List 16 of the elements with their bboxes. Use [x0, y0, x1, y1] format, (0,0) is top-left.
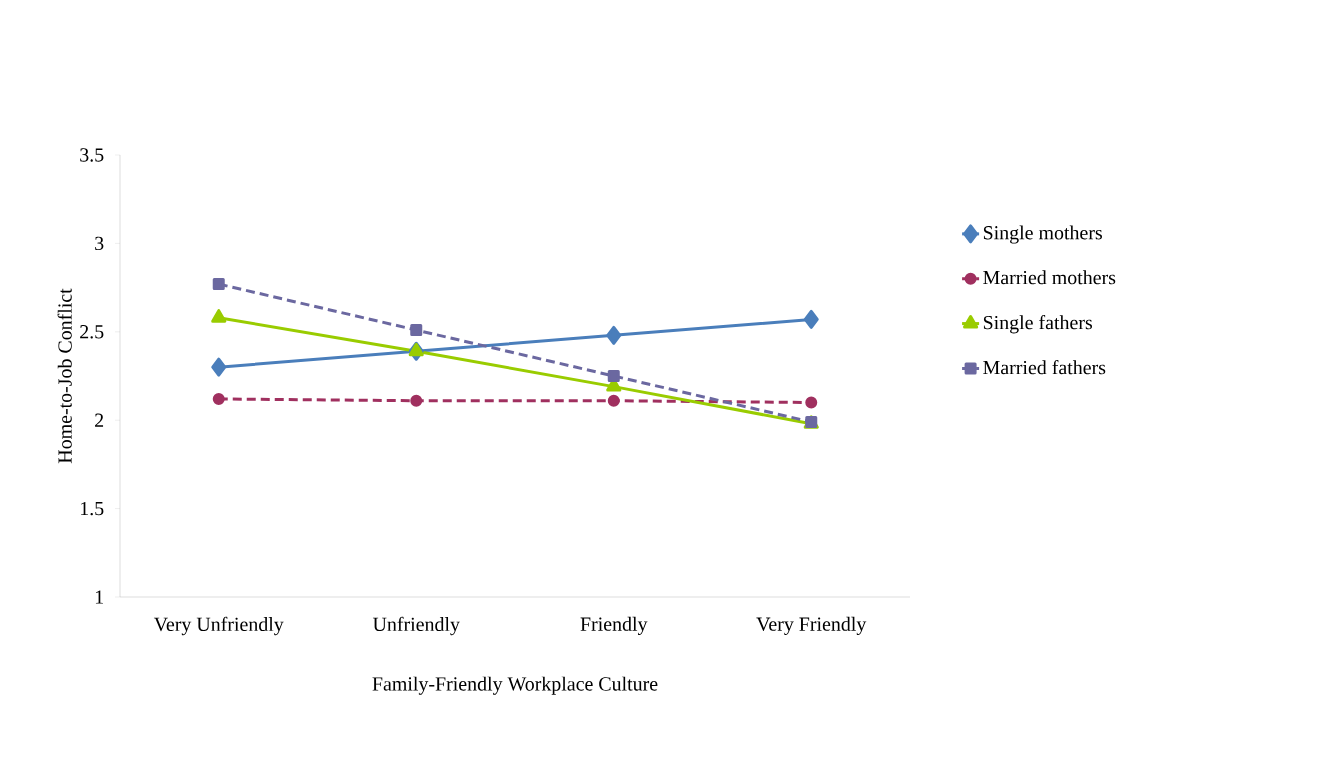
y-tick-label: 1.5 [81, 501, 104, 516]
legend-label: Married mothers [983, 270, 1116, 285]
legend-label: Married fathers [983, 360, 1106, 375]
legend-label: Single mothers [983, 225, 1102, 244]
x-axis-title: Family-Friendly Workplace Culture [372, 676, 658, 695]
y-tick-label: 3.5 [80, 148, 104, 162]
y-tick-label: 1 [95, 590, 103, 604]
y-tick-label: 3 [95, 236, 104, 251]
y-tick-label: 2.5 [80, 325, 104, 339]
x-tick-label: Very Unfriendly [153, 616, 284, 636]
x-tick-label: Friendly [580, 616, 648, 635]
legend-label: Single fathers [983, 315, 1092, 334]
x-tick-label: Unfriendly [372, 616, 460, 636]
y-tick-label: 2 [95, 413, 104, 427]
x-tick-label: Very Friendly [756, 616, 867, 635]
y-axis-title: Home-to-Job Conflict [57, 288, 72, 464]
